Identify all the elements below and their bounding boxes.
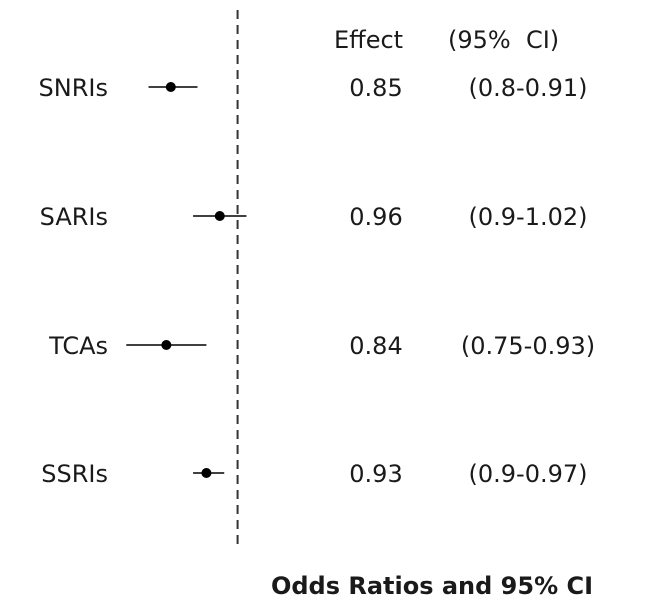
- estimate-point-saris: [214, 211, 225, 221]
- row-label-ssris: SSRIs: [41, 460, 108, 488]
- effect-value-saris: 0.96: [349, 203, 402, 231]
- row-label-tcas: TCAs: [48, 332, 108, 360]
- effect-value-snris: 0.85: [349, 74, 402, 102]
- ci-value-snris: (0.8-0.91): [469, 74, 588, 102]
- x-axis-label: Odds Ratios and 95% CI: [271, 572, 593, 600]
- ci-column-header: (95% CI): [448, 26, 559, 54]
- row-label-snris: SNRIs: [39, 74, 108, 102]
- row-label-saris: SARIs: [40, 203, 108, 231]
- ci-value-tcas: (0.75-0.93): [461, 332, 595, 360]
- forest-rows: SNRIs 0.85 (0.8-0.91) SARIs 0.96 (0.9-1.02) TC…: [39, 74, 596, 488]
- estimate-point-tcas: [161, 340, 172, 350]
- effect-column-header: Effect: [334, 26, 403, 54]
- effect-value-tcas: 0.84: [349, 332, 402, 360]
- ci-value-saris: (0.9-1.02): [469, 203, 588, 231]
- estimate-point-snris: [165, 82, 176, 92]
- effect-value-ssris: 0.93: [349, 460, 402, 488]
- ci-value-ssris: (0.9-0.97): [469, 460, 588, 488]
- estimate-point-ssris: [201, 468, 212, 478]
